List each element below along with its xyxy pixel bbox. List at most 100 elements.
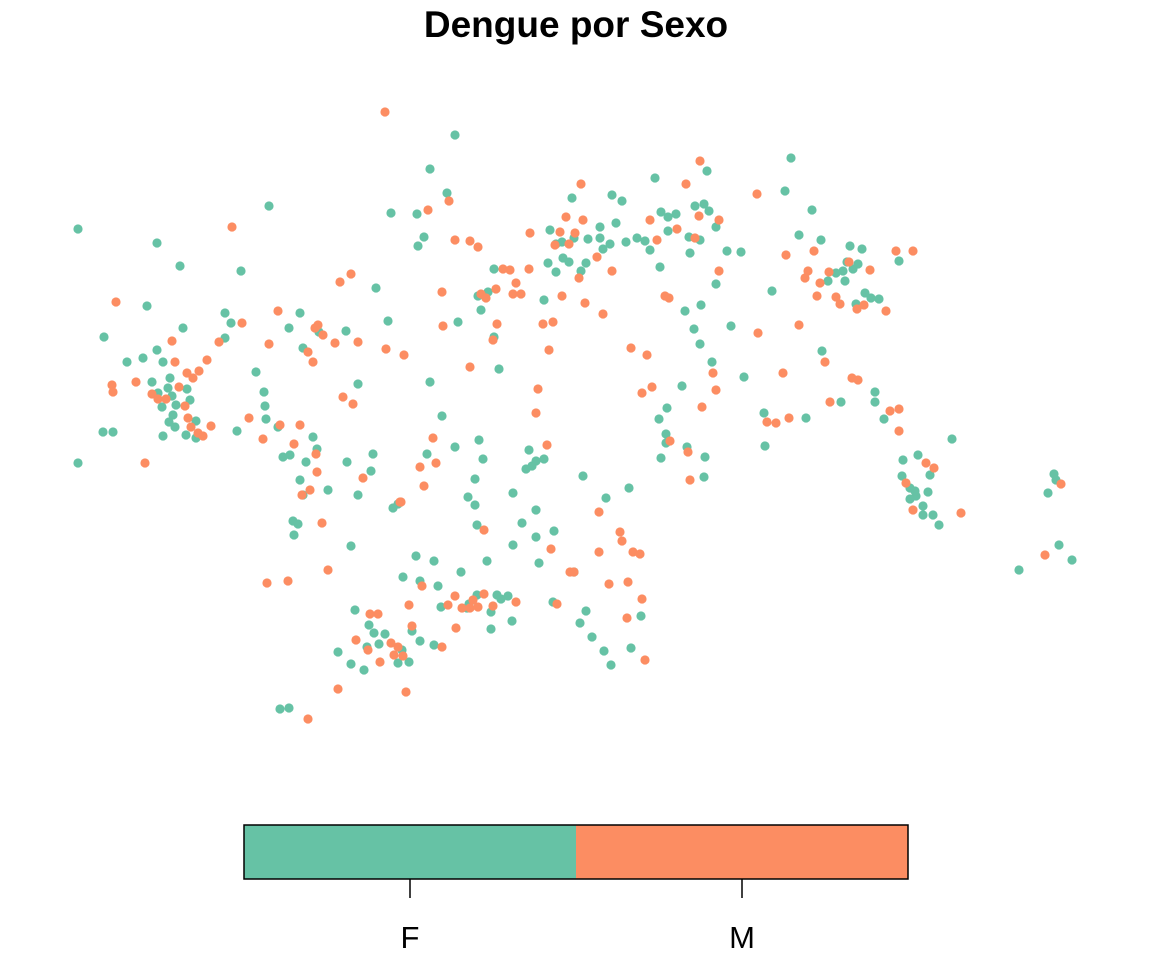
case-point-M-84 <box>538 319 548 329</box>
case-point-F-101 <box>517 518 527 528</box>
case-point-M-138 <box>781 250 791 260</box>
case-point-M-180 <box>450 591 460 601</box>
case-point-F-158 <box>700 452 710 462</box>
case-point-F-98 <box>503 591 513 601</box>
case-point-F-22 <box>168 410 178 420</box>
case-point-F-78 <box>463 492 473 502</box>
case-point-M-168 <box>1040 550 1050 560</box>
case-point-M-60 <box>431 458 441 468</box>
case-point-F-188 <box>874 294 884 304</box>
case-point-F-120 <box>595 222 605 232</box>
case-point-F-167 <box>780 186 790 196</box>
case-point-M-76 <box>508 289 518 299</box>
case-point-M-130 <box>711 385 721 395</box>
case-point-M-66 <box>465 362 475 372</box>
legend-label-M: M <box>729 920 755 955</box>
case-point-M-137 <box>778 368 788 378</box>
case-point-M-120 <box>665 436 675 446</box>
case-point-F-165 <box>760 441 770 451</box>
case-point-F-117 <box>576 266 586 276</box>
case-point-F-121 <box>595 233 605 243</box>
case-point-F-115 <box>567 193 577 203</box>
case-point-M-29 <box>283 576 293 586</box>
case-point-M-183 <box>468 595 478 605</box>
case-point-F-198 <box>918 510 928 520</box>
case-point-M-4 <box>140 458 150 468</box>
case-point-M-174 <box>407 621 417 631</box>
case-point-F-19 <box>147 377 157 387</box>
case-point-F-239 <box>398 572 408 582</box>
case-point-M-110 <box>626 343 636 353</box>
case-point-M-177 <box>437 642 447 652</box>
case-point-M-26 <box>264 339 274 349</box>
case-point-F-82 <box>474 435 484 445</box>
case-point-M-131 <box>714 266 724 276</box>
case-point-M-157 <box>881 306 891 316</box>
case-point-F-220 <box>636 611 646 621</box>
case-point-M-194 <box>365 609 375 619</box>
case-point-F-83 <box>478 454 488 464</box>
case-point-F-107 <box>539 295 549 305</box>
case-point-M-82 <box>533 384 543 394</box>
case-point-F-168 <box>786 153 796 163</box>
case-point-M-121 <box>672 224 682 234</box>
case-point-M-33 <box>303 347 313 357</box>
case-point-F-37 <box>264 201 274 211</box>
case-point-M-28 <box>275 420 285 430</box>
case-point-F-6 <box>138 353 148 363</box>
case-point-M-25 <box>258 434 268 444</box>
case-point-M-124 <box>685 475 695 485</box>
case-point-F-238 <box>393 658 403 668</box>
case-point-M-107 <box>622 613 632 623</box>
case-point-M-172 <box>386 638 396 648</box>
case-point-F-234 <box>415 636 425 646</box>
case-point-F-144 <box>726 321 736 331</box>
case-point-M-36 <box>311 449 321 459</box>
case-point-M-8 <box>188 373 198 383</box>
case-point-F-16 <box>171 400 181 410</box>
case-point-M-198 <box>303 714 313 724</box>
case-point-F-13 <box>178 323 188 333</box>
case-point-F-205 <box>947 434 957 444</box>
case-point-M-20 <box>186 422 196 432</box>
case-point-F-32 <box>232 426 242 436</box>
case-point-F-247 <box>350 605 360 615</box>
case-point-F-49 <box>289 530 299 540</box>
case-point-M-142 <box>803 266 813 276</box>
case-point-M-149 <box>831 292 841 302</box>
case-point-M-98 <box>580 298 590 308</box>
case-point-F-193 <box>913 450 923 460</box>
case-point-M-182 <box>465 603 475 613</box>
case-point-M-41 <box>317 518 327 528</box>
case-point-F-68 <box>419 232 429 242</box>
case-point-F-172 <box>816 235 826 245</box>
case-point-F-100 <box>508 488 518 498</box>
case-point-F-123 <box>605 239 615 249</box>
case-point-F-154 <box>654 414 664 424</box>
case-point-F-3 <box>98 427 108 437</box>
case-point-F-33 <box>236 266 246 276</box>
case-point-F-76 <box>450 442 460 452</box>
case-point-M-165 <box>921 458 931 468</box>
case-point-M-195 <box>373 609 383 619</box>
case-point-M-74 <box>498 264 508 274</box>
case-point-F-208 <box>1067 555 1077 565</box>
case-point-M-143 <box>809 246 819 256</box>
case-point-F-87 <box>489 264 499 274</box>
case-point-F-177 <box>838 266 848 276</box>
case-point-F-5 <box>122 357 132 367</box>
case-point-M-147 <box>824 267 834 277</box>
case-point-M-53 <box>399 350 409 360</box>
case-point-M-99 <box>592 252 602 262</box>
case-point-M-163 <box>908 246 918 256</box>
case-point-F-228 <box>549 526 559 536</box>
case-point-F-226 <box>508 540 518 550</box>
case-point-M-100 <box>594 507 604 517</box>
case-point-F-11 <box>165 373 175 383</box>
case-point-F-30 <box>226 318 236 328</box>
case-point-M-75 <box>505 265 515 275</box>
case-point-F-248 <box>333 647 343 657</box>
case-point-M-10 <box>202 355 212 365</box>
case-point-M-170 <box>393 642 403 652</box>
